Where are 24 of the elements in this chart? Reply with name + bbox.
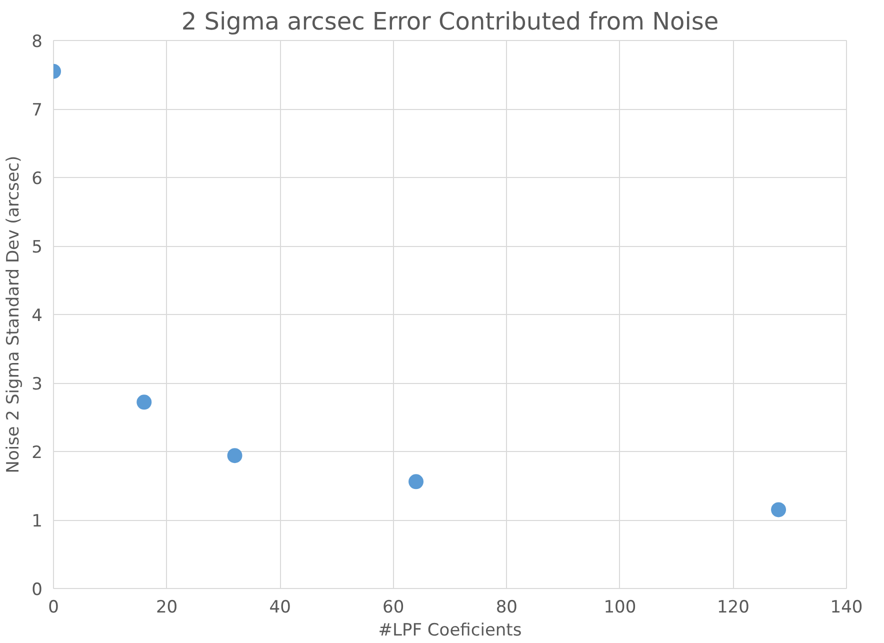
x-tick-label: 0 (48, 598, 59, 618)
chart-title: 2 Sigma arcsec Error Contributed from Noise (181, 8, 719, 36)
y-tick-label: 3 (32, 374, 43, 394)
y-tick-label: 8 (32, 32, 43, 52)
y-tick-label: 6 (32, 169, 43, 189)
y-tick-label: 2 (32, 443, 43, 463)
point (136, 394, 152, 410)
point (771, 502, 786, 518)
point (408, 474, 424, 490)
y-tick-label: 5 (32, 238, 43, 258)
y-axis-title: Noise 2 Sigma Standard Dev (arcsec) (4, 156, 24, 474)
x-tick-label: 20 (156, 598, 178, 618)
y-tick-label: 4 (32, 306, 43, 326)
x-tick-label: 40 (269, 598, 291, 618)
x-tick-label: 100 (604, 598, 636, 618)
y-tick-label: 0 (32, 580, 43, 600)
x-tick-label: 120 (716, 598, 750, 618)
x-tick-label: 80 (496, 598, 518, 618)
x-axis-title: #LPF Coeficients (378, 620, 522, 640)
point (227, 448, 242, 464)
x-tick-label: 60 (382, 598, 404, 618)
x-tick-label: 140 (830, 598, 863, 618)
y-tick-label: 7 (32, 100, 43, 120)
y-tick-label: 1 (32, 512, 43, 532)
